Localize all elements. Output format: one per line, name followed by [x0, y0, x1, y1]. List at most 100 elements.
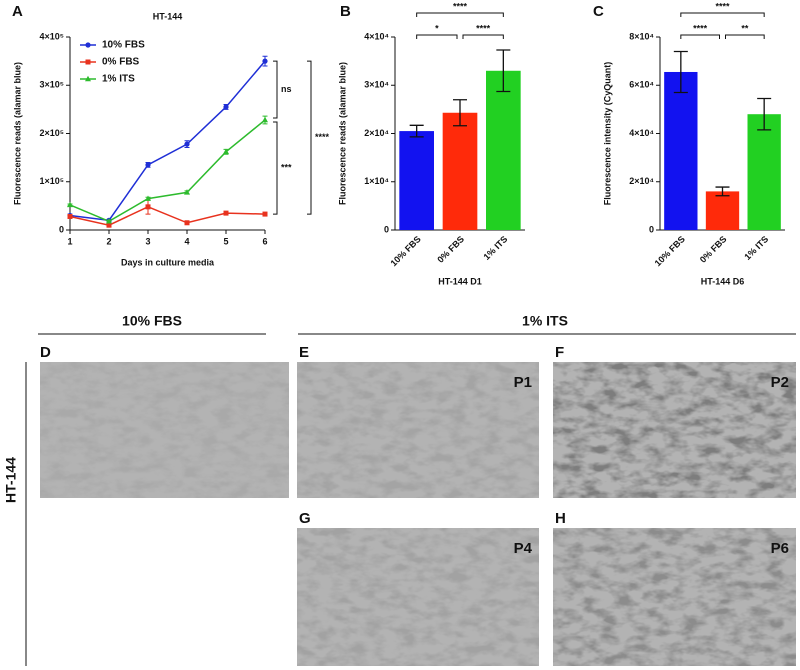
marker — [145, 162, 151, 168]
marker — [145, 204, 151, 210]
significance-bracket — [680, 12, 765, 17]
chart-title: HT-144 — [153, 11, 183, 21]
legend-label: 1% ITS — [102, 74, 135, 85]
marker — [145, 195, 151, 201]
bar — [664, 71, 698, 230]
y-tick-label: 0 — [59, 224, 64, 234]
y-tick-label: 0 — [384, 224, 389, 234]
legend-marker — [85, 75, 91, 82]
bar — [705, 191, 740, 230]
y-axis-label: Fluorescence intensity (CyQuant) — [602, 62, 612, 206]
passage-label: P6 — [771, 540, 789, 557]
y-tick-label: 6×10⁴ — [629, 80, 654, 90]
marker — [106, 222, 112, 228]
panel-label: D — [40, 344, 51, 361]
panel-label: C — [593, 3, 604, 20]
marker — [223, 210, 229, 216]
y-axis-label: Fluorescence reads (alamar blue) — [337, 62, 347, 205]
panel-label: A — [12, 3, 23, 20]
significance-bracket — [680, 34, 720, 39]
x-tick-label: 10% FBS — [388, 234, 422, 268]
passage-label: P2 — [771, 374, 789, 391]
y-tick-label: 8×10⁴ — [629, 31, 654, 41]
x-tick-label: 1 — [67, 236, 72, 246]
error-bar — [715, 186, 730, 197]
y-axis-label: Fluorescence reads (alamar blue) — [12, 62, 22, 205]
marker — [184, 189, 190, 195]
error-bar — [496, 49, 511, 93]
significance-label: * — [435, 23, 439, 33]
x-tick-label: 10% FBS — [653, 234, 687, 268]
column-header: 1% ITS — [522, 313, 568, 329]
micrograph — [297, 362, 539, 498]
marker — [106, 218, 112, 224]
y-tick-label: 2×10⁴ — [364, 128, 389, 138]
x-tick-label: 2 — [106, 236, 111, 246]
marker — [223, 104, 229, 110]
micrograph — [553, 528, 796, 666]
y-tick-label: 3×10⁵ — [40, 80, 65, 90]
error-bar — [409, 124, 424, 138]
significance-label: **** — [315, 132, 330, 142]
legend-marker — [85, 59, 91, 65]
series-line — [69, 119, 266, 223]
significance-label: **** — [693, 23, 708, 33]
x-axis-label: HT-144 D6 — [701, 276, 745, 286]
marker — [184, 220, 190, 226]
significance-label: **** — [453, 1, 468, 11]
micrograph — [553, 362, 796, 498]
bar — [747, 114, 781, 230]
error-bar — [757, 97, 772, 131]
micrograph — [40, 362, 289, 498]
passage-label: P1 — [514, 374, 532, 391]
x-tick-label: 1% ITS — [742, 234, 770, 262]
bar — [486, 70, 521, 231]
panel-label: G — [299, 510, 311, 527]
y-tick-label: 0 — [649, 224, 654, 234]
marker — [262, 58, 268, 64]
x-tick-label: 5 — [223, 236, 228, 246]
row-label: HT-144 — [3, 457, 19, 503]
significance-label: *** — [281, 162, 292, 172]
legend-marker — [85, 42, 91, 48]
bar — [399, 131, 434, 230]
marker — [67, 213, 73, 219]
significance-label: **** — [715, 1, 730, 11]
significance-label: ns — [281, 84, 292, 94]
significance-bracket — [416, 34, 458, 39]
significance-bracket — [273, 121, 278, 215]
legend-label: 0% FBS — [102, 57, 140, 68]
panel-label: H — [555, 510, 566, 527]
significance-bracket — [273, 60, 278, 119]
y-tick-label: 4×10⁵ — [40, 31, 65, 41]
x-tick-label: 1% ITS — [481, 234, 509, 262]
error-bar — [673, 50, 688, 94]
bar — [442, 112, 478, 230]
marker — [262, 211, 268, 217]
micrograph — [297, 528, 539, 666]
y-tick-label: 2×10⁴ — [629, 176, 654, 186]
significance-bracket — [307, 60, 312, 215]
y-tick-label: 4×10⁴ — [629, 128, 654, 138]
series-line — [69, 60, 266, 222]
marker — [184, 141, 190, 147]
y-tick-label: 2×10⁵ — [40, 128, 65, 138]
marker — [67, 201, 73, 208]
x-tick-label: 0% FBS — [435, 234, 466, 265]
y-tick-label: 3×10⁴ — [364, 80, 389, 90]
x-tick-label: 0% FBS — [698, 234, 729, 265]
x-axis-label: Days in culture media — [121, 257, 215, 267]
panel-label: B — [340, 3, 351, 20]
x-tick-label: 6 — [262, 236, 267, 246]
y-tick-label: 1×10⁵ — [40, 176, 65, 186]
significance-bracket — [462, 34, 504, 39]
panel-label: E — [299, 344, 309, 361]
series-line — [69, 206, 266, 226]
column-header: 10% FBS — [122, 313, 182, 329]
significance-label: **** — [476, 23, 491, 33]
x-tick-label: 3 — [145, 236, 150, 246]
panel-label: F — [555, 344, 564, 361]
marker — [223, 148, 229, 155]
x-axis-label: HT-144 D1 — [438, 276, 482, 286]
